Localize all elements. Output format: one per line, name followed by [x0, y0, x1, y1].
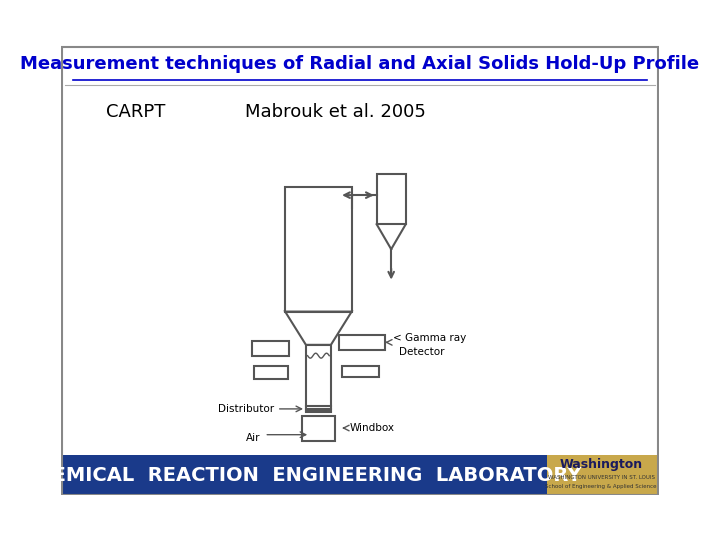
- Text: CHEMICAL  REACTION  ENGINEERING  LABORATORY: CHEMICAL REACTION ENGINEERING LABORATORY: [22, 466, 582, 485]
- Text: School of Engineering & Applied Science: School of Engineering & Applied Science: [546, 484, 657, 489]
- Text: Washington: Washington: [559, 458, 643, 471]
- Text: < Gamma ray: < Gamma ray: [393, 333, 467, 343]
- Text: Mabrouk et al. 2005: Mabrouk et al. 2005: [245, 103, 426, 121]
- Bar: [252, 341, 289, 356]
- Text: Air: Air: [246, 433, 260, 443]
- Bar: [254, 366, 287, 379]
- Text: Windbox: Windbox: [350, 423, 395, 433]
- Bar: [547, 455, 660, 495]
- Text: Detector: Detector: [399, 347, 444, 356]
- Text: WASHINGTON UNIVERSITY IN ST. LOUIS: WASHINGTON UNIVERSITY IN ST. LOUIS: [548, 475, 654, 481]
- Bar: [339, 335, 385, 350]
- Bar: [60, 455, 660, 495]
- Text: Measurement techniques of Radial and Axial Solids Hold-Up Profile: Measurement techniques of Radial and Axi…: [20, 55, 700, 73]
- Text: Distributor: Distributor: [218, 404, 274, 414]
- Bar: [342, 366, 379, 377]
- Text: CARPT: CARPT: [107, 103, 166, 121]
